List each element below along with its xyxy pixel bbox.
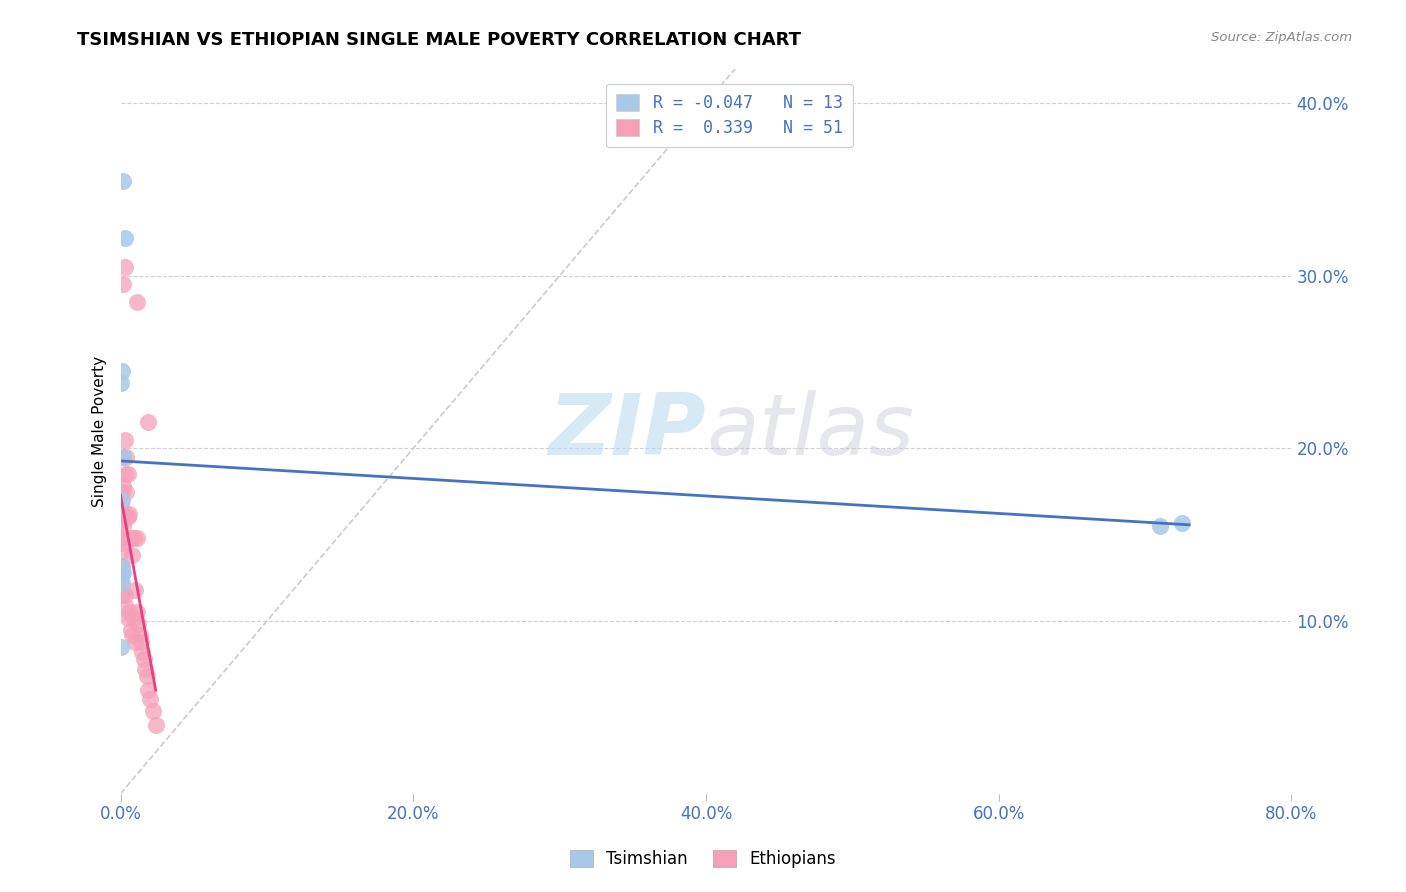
Legend: Tsimshian, Ethiopians: Tsimshian, Ethiopians	[562, 843, 844, 875]
Point	[111, 562, 134, 576]
Point	[111, 364, 134, 378]
Point	[112, 450, 135, 464]
Point	[115, 450, 138, 464]
Text: atlas: atlas	[706, 390, 914, 473]
Point	[110, 558, 132, 573]
Point	[110, 497, 132, 511]
Point	[117, 467, 139, 482]
Point	[120, 623, 142, 637]
Point	[125, 294, 148, 309]
Point	[145, 717, 167, 731]
Point	[124, 582, 146, 597]
Point	[122, 610, 145, 624]
Point	[112, 174, 135, 188]
Point	[134, 662, 156, 676]
Point	[115, 600, 138, 615]
Legend: R = -0.047   N = 13, R =  0.339   N = 51: R = -0.047 N = 13, R = 0.339 N = 51	[606, 84, 853, 147]
Point	[120, 531, 142, 545]
Point	[117, 610, 139, 624]
Point	[110, 640, 132, 654]
Point	[118, 606, 141, 620]
Point	[110, 514, 132, 528]
Point	[114, 507, 136, 521]
Point	[1149, 519, 1171, 533]
Point	[115, 484, 138, 499]
Point	[110, 576, 132, 591]
Point	[111, 493, 134, 508]
Point	[131, 645, 153, 659]
Point	[110, 566, 132, 580]
Point	[127, 617, 149, 632]
Point	[129, 634, 152, 648]
Point	[139, 691, 162, 706]
Point	[114, 433, 136, 447]
Point	[125, 606, 148, 620]
Point	[114, 588, 136, 602]
Point	[110, 545, 132, 559]
Point	[117, 510, 139, 524]
Point	[112, 519, 135, 533]
Point	[118, 507, 141, 521]
Text: TSIMSHIAN VS ETHIOPIAN SINGLE MALE POVERTY CORRELATION CHART: TSIMSHIAN VS ETHIOPIAN SINGLE MALE POVER…	[77, 31, 801, 49]
Point	[121, 549, 143, 563]
Text: ZIP: ZIP	[548, 390, 706, 473]
Point	[111, 484, 134, 499]
Point	[114, 260, 136, 274]
Point	[1170, 516, 1192, 530]
Y-axis label: Single Male Poverty: Single Male Poverty	[93, 356, 107, 507]
Point	[112, 479, 135, 493]
Point	[110, 531, 132, 545]
Point	[111, 576, 134, 591]
Point	[111, 536, 134, 550]
Point	[125, 531, 148, 545]
Point	[112, 566, 135, 580]
Point	[122, 531, 145, 545]
Point	[142, 704, 165, 718]
Text: Source: ZipAtlas.com: Source: ZipAtlas.com	[1212, 31, 1353, 45]
Point	[112, 277, 135, 292]
Point	[114, 231, 136, 245]
Point	[138, 683, 160, 698]
Point	[121, 628, 143, 642]
Point	[110, 376, 132, 390]
Point	[128, 628, 150, 642]
Point	[111, 558, 134, 573]
Point	[135, 669, 157, 683]
Point	[112, 450, 135, 464]
Point	[138, 416, 160, 430]
Point	[132, 652, 155, 666]
Point	[124, 634, 146, 648]
Point	[111, 588, 134, 602]
Point	[114, 467, 136, 482]
Point	[111, 507, 134, 521]
